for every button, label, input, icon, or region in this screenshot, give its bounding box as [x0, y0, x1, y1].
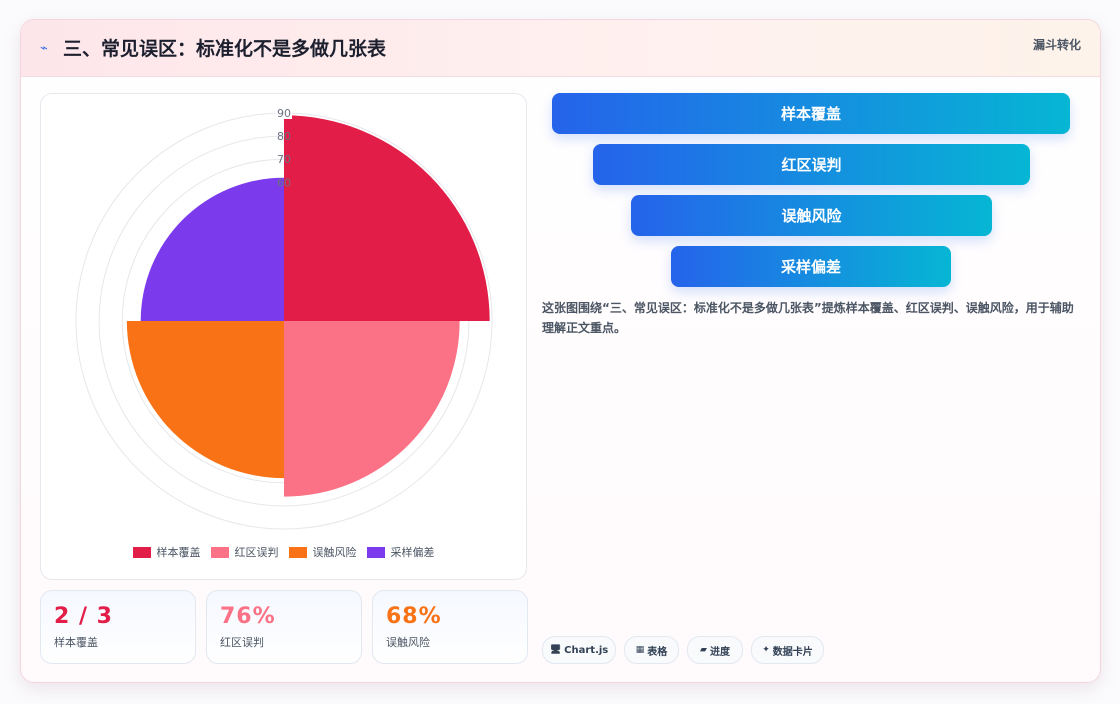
stat-card-red-zone: 76% 红区误判 — [206, 590, 362, 664]
lightning-icon: ⌁ — [40, 41, 48, 56]
chart-type-tag: 漏斗转化 — [1032, 38, 1081, 52]
legend-label: 红区误判 — [234, 546, 279, 559]
funnel-stage-2[interactable]: 红区误判 — [593, 144, 1030, 185]
chart-legend: 样本覆盖 红区误判 误触风险 采样偏差 — [41, 544, 526, 560]
funnel-stage-3[interactable]: 误触风险 — [631, 195, 992, 236]
monitor-icon: 🖥 — [549, 645, 562, 655]
polar-sector[interactable] — [284, 321, 460, 497]
radial-tick-label: 80 — [277, 130, 291, 143]
chip-chartjs[interactable]: 🖥 Chart.js — [542, 636, 616, 664]
stat-card-mistouch-risk: 68% 误触风险 — [372, 590, 528, 664]
chip-label: 表格 — [647, 646, 668, 658]
polar-sector[interactable] — [284, 115, 490, 321]
chip-data-cards[interactable]: ✦ 数据卡片 — [751, 636, 824, 664]
stat-label: 样本覆盖 — [54, 636, 98, 649]
polar-sector[interactable] — [140, 177, 284, 321]
card-header: ⌁ 三、常见误区：标准化不是多做几张表 漏斗转化 — [21, 20, 1100, 77]
polar-chart-panel: 90 80 70 60 样本覆盖 红区误判 误触风险 采样偏差 — [40, 93, 527, 580]
legend-item[interactable]: 红区误判 — [210, 544, 279, 560]
stat-label: 红区误判 — [220, 636, 264, 649]
chart-description: 这张图围绕“三、常见误区：标准化不是多做几张表”提炼样本覆盖、红区误判、误触风险… — [542, 301, 1074, 335]
polar-sector[interactable] — [126, 321, 284, 479]
legend-swatch — [288, 546, 307, 558]
chip-label: 数据卡片 — [772, 646, 813, 658]
legend-item[interactable]: 采样偏差 — [366, 544, 435, 560]
legend-swatch — [366, 546, 385, 558]
stat-value: 76% — [220, 604, 276, 629]
chip-progress[interactable]: ▰ 进度 — [687, 636, 743, 664]
legend-label: 样本覆盖 — [156, 546, 201, 559]
radial-tick-label: 90 — [277, 107, 291, 120]
radial-tick-label: 70 — [277, 153, 291, 166]
content-card: ⌁ 三、常见误区：标准化不是多做几张表 漏斗转化 90 80 70 60 样本覆盖 红区… — [20, 19, 1101, 683]
chip-table[interactable]: ▦ 表格 — [624, 636, 679, 664]
funnel-stage-1[interactable]: 样本覆盖 — [552, 93, 1070, 134]
stat-card-sample-coverage: 2 / 3 样本覆盖 — [40, 590, 196, 664]
sparkle-icon: ✦ — [762, 645, 770, 655]
stat-label: 误触风险 — [386, 636, 430, 649]
legend-swatch — [210, 546, 229, 558]
legend-item[interactable]: 样本覆盖 — [132, 544, 201, 560]
stat-value: 68% — [386, 604, 442, 629]
table-icon: ▦ — [635, 645, 645, 655]
radial-tick-label: 60 — [277, 176, 291, 189]
chip-label: 进度 — [709, 646, 730, 658]
chip-label: Chart.js — [564, 644, 609, 656]
funnel-stage-4[interactable]: 采样偏差 — [671, 246, 951, 287]
tick-label-backdrop — [276, 107, 292, 119]
legend-label: 采样偏差 — [390, 546, 435, 559]
progress-icon: ▰ — [700, 645, 707, 655]
stat-value: 2 / 3 — [54, 604, 113, 629]
legend-swatch — [132, 546, 151, 558]
page-title: 三、常见误区：标准化不是多做几张表 — [63, 38, 387, 60]
polar-area-chart: 90 80 70 60 — [75, 107, 493, 530]
legend-item[interactable]: 误触风险 — [288, 544, 357, 560]
legend-label: 误触风险 — [312, 546, 357, 559]
